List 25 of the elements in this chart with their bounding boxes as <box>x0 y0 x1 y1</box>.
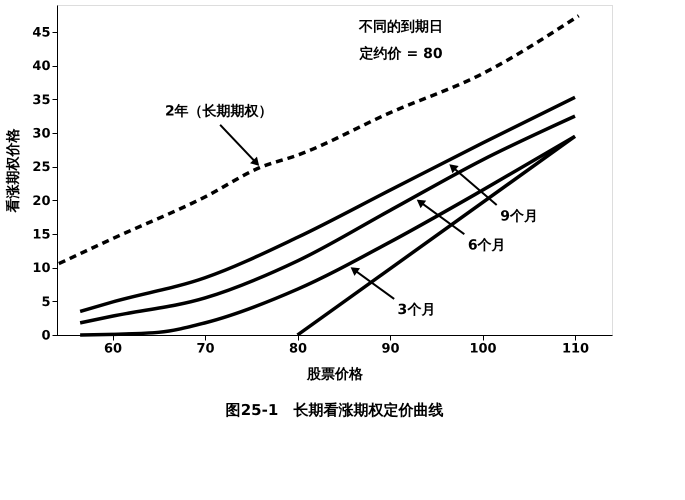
y-tick-label: 20 <box>32 194 50 209</box>
x-tick-label: 90 <box>381 342 400 356</box>
x-tick-label: 80 <box>288 342 308 356</box>
x-tick-label: 70 <box>196 342 215 356</box>
annotation: 3个月 <box>398 302 436 318</box>
x-tick-label: 110 <box>562 342 590 356</box>
y-tick-label: 10 <box>32 261 50 276</box>
x-tick-label: 100 <box>469 342 497 356</box>
y-tick-label: 35 <box>32 92 50 108</box>
text: 图25-1 长期看涨期权定价曲线 <box>226 401 444 419</box>
x-tick-label: 60 <box>104 342 122 356</box>
y-tick-label: 45 <box>32 25 50 40</box>
annotation: 6个月 <box>468 237 506 254</box>
y-tick-label: 40 <box>32 59 50 74</box>
x-axis-title: 股票价格 <box>306 366 364 382</box>
y-tick-label: 15 <box>32 227 50 242</box>
y-tick-label: 0 <box>41 328 50 344</box>
y-axis-title: 看涨期权价格 <box>4 128 22 214</box>
y-tick-label: 30 <box>32 126 50 142</box>
annotation: 2年（长期期权） <box>165 104 273 120</box>
y-tick-label: 25 <box>32 160 50 176</box>
annotation: 不同的到期日 <box>358 19 444 35</box>
annotation: 9个月 <box>500 208 538 224</box>
annotation: 定约价 = 80 <box>358 45 443 62</box>
y-tick-label: 5 <box>41 294 50 310</box>
